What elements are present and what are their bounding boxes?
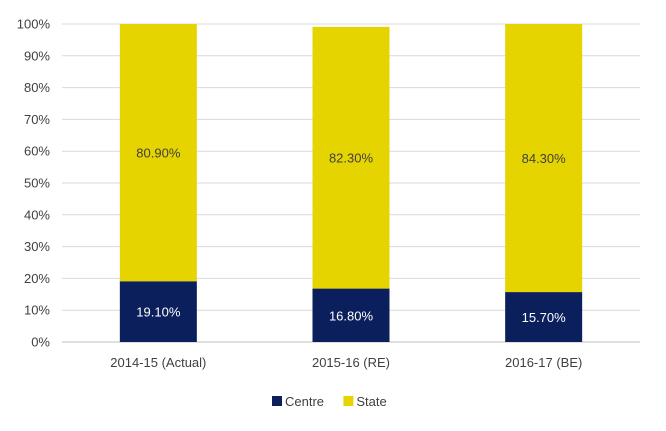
y-tick-label: 90% — [24, 48, 50, 63]
y-tick-label: 50% — [24, 176, 50, 191]
data-label: 80.90% — [136, 146, 181, 161]
legend-label: State — [356, 394, 386, 409]
data-label: 19.10% — [136, 305, 181, 320]
bar-segment-state — [312, 26, 390, 289]
y-tick-label: 40% — [24, 207, 50, 222]
bar-segment-centre — [119, 281, 197, 342]
bar-segment-centre — [312, 288, 390, 342]
legend-swatch-state — [343, 396, 354, 406]
legend-swatch-centre — [272, 396, 282, 406]
legend: Centre State — [272, 394, 387, 409]
bar-segment-state — [119, 24, 197, 282]
y-tick-label: 70% — [24, 112, 50, 127]
bar-segment-centre — [505, 292, 583, 342]
y-tick-label: 0% — [31, 335, 50, 350]
x-tick-label: 2014-15 (Actual) — [110, 355, 206, 370]
x-tick-label: 2016-17 (BE) — [505, 355, 582, 370]
bar-segment-state — [505, 24, 583, 293]
y-axis: 0% 10% 20% 30% 40% 50% 60% 70% 80% 90% 100% — [17, 17, 51, 350]
data-label: 16.80% — [329, 308, 374, 323]
legend-label: Centre — [285, 394, 324, 409]
data-label: 82.30% — [329, 151, 374, 166]
x-tick-label: 2015-16 (RE) — [312, 355, 390, 370]
y-tick-label: 80% — [24, 80, 50, 95]
y-tick-label: 30% — [24, 239, 50, 254]
x-axis: 2014-15 (Actual) 2015-16 (RE) 2016-17 (BE) — [110, 355, 582, 370]
y-tick-label: 60% — [24, 144, 50, 159]
data-label: 84.30% — [522, 151, 567, 166]
data-label: 15.70% — [522, 310, 567, 325]
y-tick-label: 10% — [24, 303, 50, 318]
y-tick-label: 100% — [17, 17, 51, 32]
y-tick-label: 20% — [24, 271, 50, 286]
bars: 19.10% 80.90% 16.80% 82.30% 15.70% 84.30% — [119, 24, 583, 342]
